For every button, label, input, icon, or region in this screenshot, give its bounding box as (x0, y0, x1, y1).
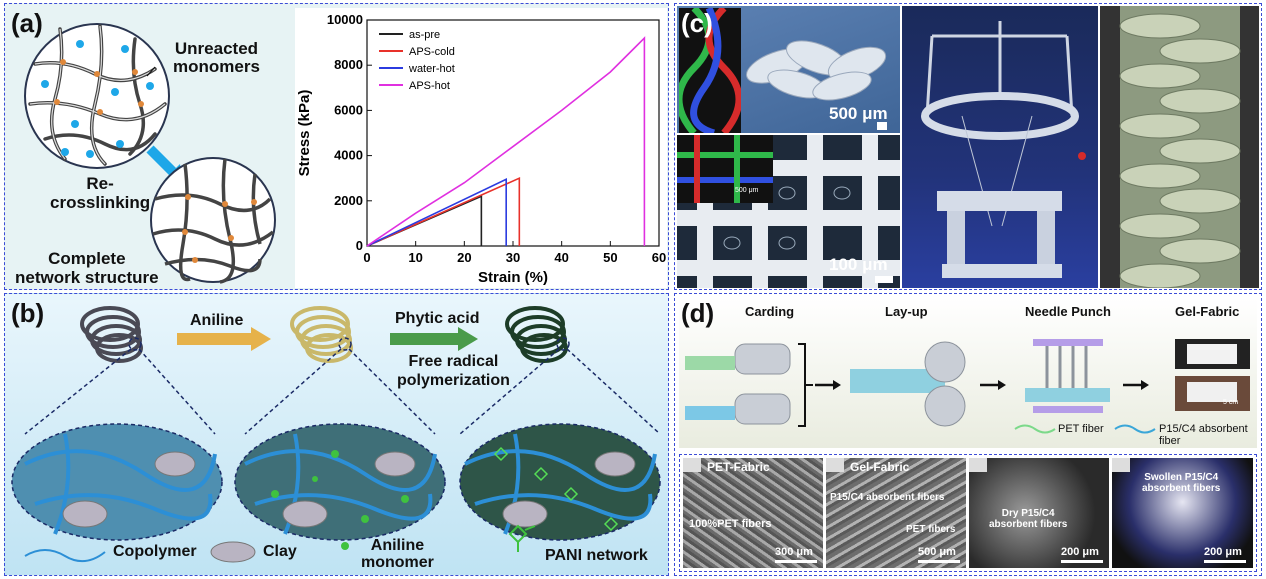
hydrogel-schematic (11, 306, 661, 563)
long-braid-photo (1100, 6, 1259, 288)
panel-a: (a) (4, 3, 669, 290)
x-tick-label: 0 (363, 250, 370, 265)
panel-a-label: (a) (11, 8, 43, 38)
mesh-photo: 500 μm 100 μm (677, 135, 900, 288)
sem-pet-title: PET-Fabric (707, 460, 770, 474)
y-tick-label: 0 (356, 238, 363, 253)
sem-swollen-fiber: Swollen P15/C4 absorbent fibers 200 μm (1112, 458, 1253, 568)
x-tick-label: 20 (457, 250, 471, 265)
sem-gel-scalebar (918, 560, 960, 563)
x-axis-label: Strain (%) (478, 269, 548, 286)
y-tick-label: 10000 (327, 12, 363, 27)
recrosslinking-label: Re- crosslinking (50, 174, 151, 212)
sem-swollen-note: Swollen P15/C4 absorbent fibers (1142, 472, 1221, 494)
legend-clay: Clay (263, 543, 297, 560)
legend-label-APS-hot: APS-hot (409, 80, 450, 92)
panel-c: 500 μm 500 μm 100 μm (674, 3, 1262, 290)
x-tick-label: 40 (554, 250, 568, 265)
series-line-APS-cold (366, 176, 521, 247)
sem-gel-fabric: Gel-Fabric P15/C4 absorbent fibers PET f… (826, 458, 966, 568)
mesh-scale-label: 100 μm (829, 255, 888, 274)
legend-absorbent-fiber: P15/C4 absorbent fiber (1159, 423, 1248, 447)
sem-gel-scale: 500 μm (918, 546, 956, 558)
x-tick-label: 60 (652, 250, 666, 265)
panel-c-label: (c) (681, 8, 713, 38)
sem-pet-scalebar (775, 560, 817, 563)
gel-photo-scale: 5 cm (1223, 399, 1239, 406)
device-photo (902, 6, 1098, 288)
step-needle-punch: Needle Punch (1025, 304, 1111, 319)
sem-pet-fabric: PET-Fabric 100%PET fibers 300 μm (683, 458, 823, 568)
panel-d-label: (d) (681, 298, 715, 328)
crosslink-schematic (24, 23, 276, 284)
sem-dry-note: Dry P15/C4 absorbent fibers (989, 508, 1068, 530)
sem-dry-scalebar (1061, 560, 1103, 563)
phytic-acid-label: Phytic acid (395, 310, 480, 327)
free-radical-label: Free radical polymerization (397, 353, 510, 389)
sem-gel-note2: PET fibers (906, 524, 956, 535)
braid-photo: 500 μm (677, 6, 900, 133)
legend-aniline-monomer: Aniline monomer (361, 537, 434, 571)
legend-copolymer: Copolymer (113, 543, 197, 560)
y-tick-label: 8000 (334, 57, 363, 72)
sem-swollen-scale: 200 μm (1204, 546, 1242, 558)
y-axis-label: Stress (kPa) (296, 90, 313, 177)
x-tick-label: 30 (506, 250, 520, 265)
complete-network-label: Complete network structure (15, 249, 159, 287)
unreacted-monomers-label: Unreacted monomers (173, 39, 260, 76)
sem-gel-note: P15/C4 absorbent fibers (830, 492, 945, 503)
sem-dry-scale: 200 μm (1061, 546, 1099, 558)
x-tick-label: 50 (603, 250, 617, 265)
fluor-scale-label: 500 μm (735, 187, 759, 194)
legend-label-APS-cold: APS-cold (409, 46, 455, 58)
stress-strain-chart: 0 10 20 30 40 50 60 0 2000 4000 6000 8000 10000 Strai… (295, 8, 667, 288)
sem-swollen-scalebar (1204, 560, 1246, 563)
panel-d: (d) Carding Lay-up Needle Punch Gel-Fabr… (674, 293, 1262, 576)
process-diagram (685, 339, 1250, 434)
y-tick-label: 6000 (334, 102, 363, 117)
sem-dry-fiber: Dry P15/C4 absorbent fibers 200 μm (969, 458, 1109, 568)
legend-pani: PANI network (545, 547, 648, 564)
step-layup: Lay-up (885, 304, 928, 319)
series-line-APS-hot (366, 36, 646, 247)
sem-gel-title: Gel-Fabric (850, 460, 910, 474)
mesh-scalebar (875, 276, 893, 283)
braid-scale-label: 500 μm (829, 104, 888, 123)
step-gel-fabric: Gel-Fabric (1175, 304, 1240, 319)
y-tick-label: 2000 (334, 193, 363, 208)
legend-label-water-hot: water-hot (408, 63, 455, 75)
panel-b-label: (b) (11, 298, 45, 328)
sem-pet-scale: 300 μm (775, 546, 813, 558)
stress-strain-svg: 0 10 20 30 40 50 60 0 2000 4000 6000 8000 10000 Strai… (296, 12, 666, 286)
aniline-label: Aniline (190, 312, 244, 329)
sem-pet-note: 100%PET fibers (689, 518, 772, 530)
braid-scalebar (877, 122, 887, 130)
y-tick-label: 4000 (334, 148, 363, 163)
series-line-water-hot (366, 178, 507, 247)
panel-b: (b) (4, 293, 669, 576)
legend-pet-fiber: PET fiber (1058, 423, 1104, 435)
x-tick-label: 10 (408, 250, 422, 265)
legend-label-as-pre: as-pre (409, 29, 440, 41)
step-carding: Carding (745, 304, 795, 319)
sem-strip (679, 454, 1257, 572)
